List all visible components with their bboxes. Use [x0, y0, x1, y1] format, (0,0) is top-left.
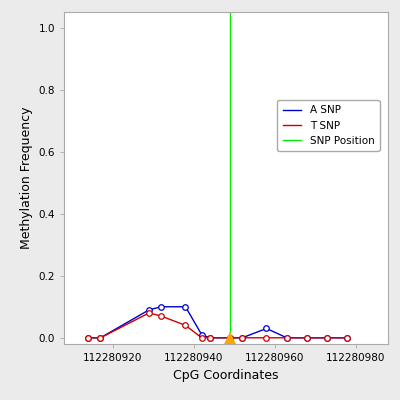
Legend: A SNP, T SNP, SNP Position: A SNP, T SNP, SNP Position [277, 100, 380, 151]
X-axis label: CpG Coordinates: CpG Coordinates [173, 368, 279, 382]
Y-axis label: Methylation Frequency: Methylation Frequency [20, 107, 33, 249]
